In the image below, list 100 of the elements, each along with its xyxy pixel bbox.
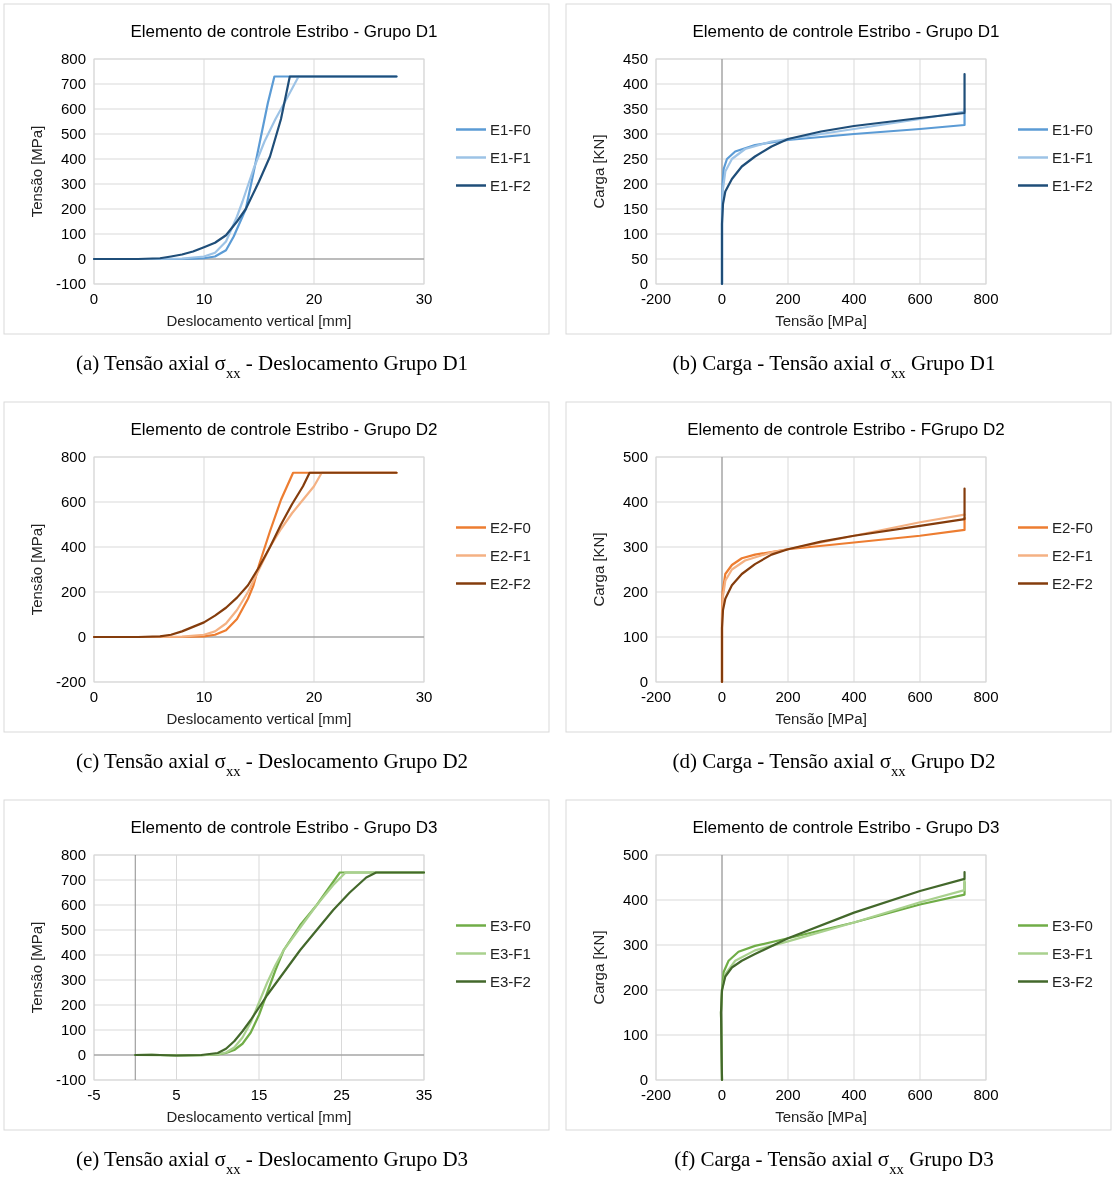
legend-label: E1-F1 xyxy=(1052,148,1093,166)
x-tick-label: 25 xyxy=(333,1086,350,1103)
y-tick-label: 800 xyxy=(60,50,86,68)
legend-label: E1-F1 xyxy=(490,148,531,166)
line-series xyxy=(720,72,966,286)
y-tick-label: 200 xyxy=(60,583,86,601)
chart-title: Elemento de controle Estribo - Grupo D1 xyxy=(692,22,1000,41)
x-axis-title: Tensão [MPa] xyxy=(775,1108,867,1125)
legend-label: E3-F0 xyxy=(1052,916,1093,934)
y-tick-label: 500 xyxy=(622,448,648,466)
x-tick-label: 200 xyxy=(775,290,801,307)
x-tick-label: 600 xyxy=(907,1086,933,1103)
chart-title: Elemento de controle Estribo - Grupo D3 xyxy=(130,818,438,837)
legend-label: E1-F0 xyxy=(490,120,531,138)
legend-label: E2-F2 xyxy=(490,574,531,592)
y-tick-label: 150 xyxy=(622,200,648,218)
legend-label: E3-F0 xyxy=(490,916,531,934)
chart-title: Elemento de controle Estribo - Grupo D1 xyxy=(130,22,438,41)
y-tick-label: 500 xyxy=(622,846,648,864)
x-tick-label: 20 xyxy=(305,290,323,307)
y-tick-label: 100 xyxy=(622,628,648,646)
y-tick-label: 200 xyxy=(622,175,648,193)
x-tick-label: 0 xyxy=(89,688,99,705)
x-tick-label: 800 xyxy=(973,688,999,705)
legend-label: E2-F2 xyxy=(1052,574,1093,592)
y-tick-label: 400 xyxy=(60,150,86,168)
y-tick-label: 0 xyxy=(77,250,86,268)
text: (f) Carga - Tensão axial σ$_{xx}$ Grupo D3 xyxy=(674,1147,994,1177)
y-axis-title: Tensão [MPa] xyxy=(28,921,45,1014)
y-tick-label: 500 xyxy=(60,125,86,143)
y-tick-label: 600 xyxy=(60,896,86,914)
text: (c) Tensão axial σ$_{xx}$ - Deslocamento Grupo D2 xyxy=(75,749,469,779)
y-tick-label: 100 xyxy=(60,1021,86,1039)
y-tick-label: 100 xyxy=(622,1026,648,1044)
x-tick-label: 20 xyxy=(305,688,323,705)
x-axis-title: Deslocamento vertical [mm] xyxy=(166,312,352,329)
x-axis-title: Deslocamento vertical [mm] xyxy=(166,1108,352,1125)
y-tick-label: 800 xyxy=(60,846,86,864)
y-tick-label: 200 xyxy=(622,583,648,601)
y-tick-label: 800 xyxy=(60,448,86,466)
chart-title: Elemento de controle Estribo - FGrupo D2 xyxy=(687,420,1005,439)
legend-label: E2-F0 xyxy=(490,518,531,536)
y-tick-label: 0 xyxy=(639,673,648,691)
x-tick-label: 800 xyxy=(973,290,999,307)
chart-title: Elemento de controle Estribo - Grupo D3 xyxy=(692,818,1000,837)
y-tick-label: 600 xyxy=(60,493,86,511)
line-series xyxy=(92,75,398,261)
y-tick-label: 0 xyxy=(639,1071,648,1089)
legend-label: E3-F2 xyxy=(490,972,531,990)
legend-label: E3-F1 xyxy=(1052,944,1093,962)
y-tick-label: 700 xyxy=(60,871,86,889)
chart-title: Elemento de controle Estribo - Grupo D2 xyxy=(130,420,438,439)
y-tick-label: -200 xyxy=(55,673,86,691)
y-tick-label: 300 xyxy=(622,125,648,143)
y-tick-label: 400 xyxy=(60,538,86,556)
x-tick-label: -5 xyxy=(87,1086,101,1103)
x-tick-label: 5 xyxy=(172,1086,181,1103)
legend-label: E3-F2 xyxy=(1052,972,1093,990)
x-tick-label: 600 xyxy=(907,688,933,705)
y-axis-title: Carga [KN] xyxy=(590,930,607,1005)
y-tick-label: 300 xyxy=(60,971,86,989)
y-tick-label: -100 xyxy=(55,1071,86,1089)
x-tick-label: 400 xyxy=(841,290,867,307)
text: (b) Carga - Tensão axial σ$_{xx}$ Grupo D1 xyxy=(672,351,996,381)
x-tick-label: 400 xyxy=(841,688,867,705)
y-tick-label: 400 xyxy=(622,891,648,909)
y-tick-label: 350 xyxy=(622,100,648,118)
y-tick-label: -100 xyxy=(55,275,86,293)
x-tick-label: 200 xyxy=(775,688,801,705)
y-tick-label: 400 xyxy=(622,75,648,93)
legend-label: E2-F1 xyxy=(490,546,531,564)
x-tick-label: 15 xyxy=(250,1086,268,1103)
x-axis-title: Deslocamento vertical [mm] xyxy=(166,710,352,727)
x-tick-label: 30 xyxy=(415,290,433,307)
y-tick-label: 500 xyxy=(60,921,86,939)
y-tick-label: 200 xyxy=(60,200,86,218)
legend-label: E1-F0 xyxy=(1052,120,1093,138)
x-tick-label: 0 xyxy=(717,1086,727,1103)
y-tick-label: 50 xyxy=(631,250,648,268)
y-tick-label: 450 xyxy=(622,50,648,68)
legend-label: E3-F1 xyxy=(490,944,531,962)
y-tick-label: 250 xyxy=(622,150,648,168)
y-axis-title: Tensão [MPa] xyxy=(28,125,45,218)
x-tick-label: 0 xyxy=(717,688,727,705)
y-tick-label: 400 xyxy=(60,946,86,964)
text: (e) Tensão axial σ$_{xx}$ - Deslocamento Grupo D3 xyxy=(75,1147,469,1177)
y-tick-label: 300 xyxy=(60,175,86,193)
y-axis-title: Carga [KN] xyxy=(590,134,607,209)
x-tick-label: 0 xyxy=(717,290,727,307)
text: (a) Tensão axial σ$_{xx}$ - Deslocamento Grupo D1 xyxy=(75,351,469,381)
y-tick-label: 700 xyxy=(60,75,86,93)
y-tick-label: 0 xyxy=(639,275,648,293)
legend-label: E2-F1 xyxy=(1052,546,1093,564)
y-tick-label: 200 xyxy=(622,981,648,999)
x-tick-label: 0 xyxy=(89,290,99,307)
x-axis-title: Tensão [MPa] xyxy=(775,312,867,329)
y-tick-label: 400 xyxy=(622,493,648,511)
x-tick-label: 10 xyxy=(195,290,213,307)
y-tick-label: 100 xyxy=(622,225,648,243)
legend-label: E2-F0 xyxy=(1052,518,1093,536)
